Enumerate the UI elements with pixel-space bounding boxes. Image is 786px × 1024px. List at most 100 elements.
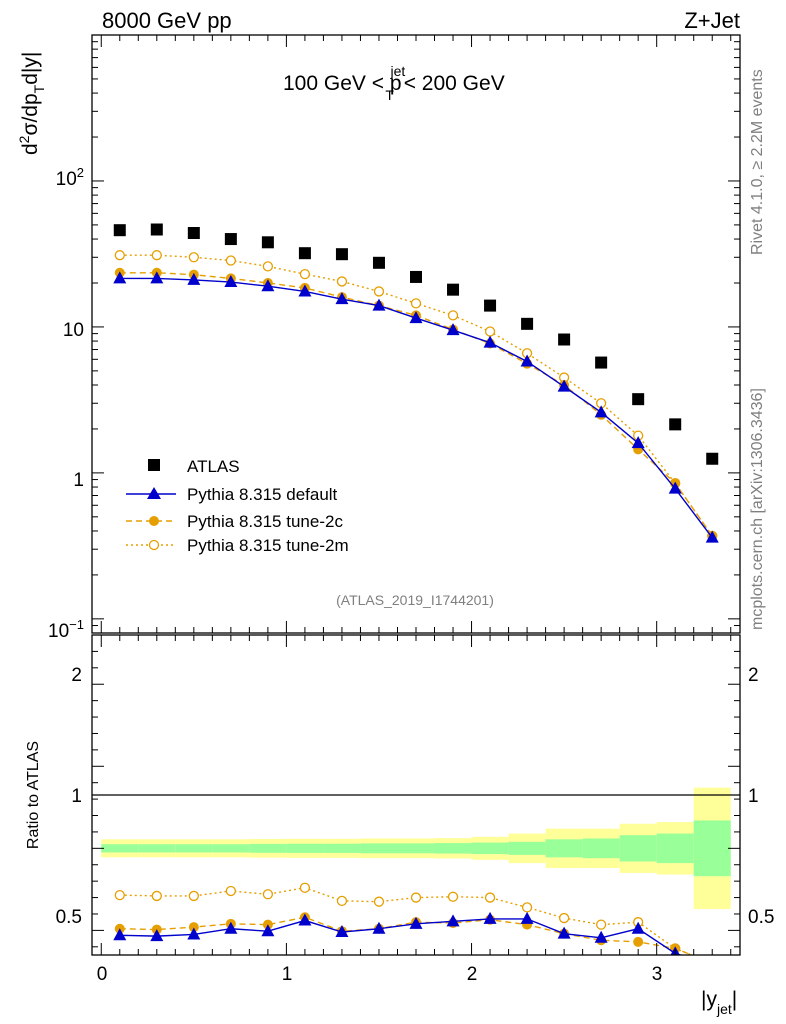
kinematic-cut-title: 100 GeV < pjet T < 200 GeV	[283, 63, 505, 103]
ratio-band-stat	[619, 835, 657, 862]
main-series-layer	[113, 223, 719, 543]
ratio-y-tick-label-0.5: 0.5	[56, 907, 82, 928]
main-point-tune2m	[262, 261, 274, 272]
ratio-point-tune2c	[633, 936, 644, 947]
legend-label-tune2c: Pythia 8.315 tune-2c	[187, 512, 343, 531]
ratio-point-default	[706, 958, 719, 970]
main-y-axis-label: d2σ/dpTd|y|	[16, 52, 47, 155]
main-point-atlas	[150, 223, 163, 236]
main-point-atlas	[335, 248, 348, 261]
y-tick-label-1e-1: 10−1	[48, 617, 84, 642]
ratio-point-default	[335, 925, 349, 938]
ratio-point-tune2m	[188, 890, 199, 902]
ratio-band-stat	[175, 844, 213, 853]
main-point-atlas	[410, 270, 422, 283]
ratio-point-tune2m	[373, 896, 385, 907]
main-point-tune2m	[447, 310, 459, 321]
main-point-default	[335, 292, 349, 305]
ratio-point-default	[261, 924, 275, 937]
ratio-band-stat	[656, 833, 694, 864]
ratio-band-stat	[693, 820, 731, 877]
ratio-point-default	[409, 916, 423, 929]
ratio-y-tick-label-1-right: 1	[748, 786, 759, 807]
main-point-default	[705, 530, 719, 543]
main-point-atlas	[447, 283, 460, 296]
main-point-default	[594, 405, 608, 418]
main-point-tune2m	[484, 326, 496, 337]
main-point-tune2m	[188, 252, 199, 263]
main-point-atlas	[484, 299, 497, 312]
ratio-point-tune2m	[484, 892, 496, 903]
ratio-series-layer	[113, 882, 719, 970]
ratio-y-tick-label-1: 1	[71, 786, 82, 807]
ratio-band-stat	[434, 843, 472, 854]
x-tick-label-3: 3	[652, 964, 663, 985]
main-point-tune2m	[225, 255, 237, 266]
x-axis-label: |yjet|	[701, 988, 737, 1017]
main-point-atlas	[224, 233, 237, 246]
main-point-atlas	[706, 452, 719, 465]
x-tick-label-1: 1	[282, 964, 293, 985]
ratio-point-default	[594, 930, 608, 943]
ratio-point-default	[520, 911, 534, 924]
legend-marker-tune2m	[148, 539, 160, 551]
ratio-point-tune2m	[114, 889, 125, 901]
legend-marker-atlas	[148, 459, 160, 471]
main-point-default	[372, 298, 386, 311]
main-y-tick-labels: 10−1 1 10 102	[48, 165, 84, 642]
legend-label-tune2m: Pythia 8.315 tune-2m	[187, 536, 349, 555]
ratio-y-tick-label-2-right: 2	[748, 665, 759, 686]
axis-ticks	[92, 34, 740, 955]
ratio-point-tune2m	[262, 889, 274, 900]
ratio-point-default	[483, 911, 497, 924]
legend-marker-default	[147, 487, 161, 499]
ratio-point-tune2m	[558, 912, 570, 924]
main-point-default	[224, 275, 238, 288]
main-point-atlas	[595, 356, 608, 369]
rivet-version-label: Rivet 4.1.0, ≥ 2.2M events	[749, 69, 766, 255]
ratio-point-tune2m	[151, 890, 162, 902]
ratio-point-default	[187, 927, 201, 940]
ratio-point-tune2m	[336, 895, 348, 906]
main-point-tune2m	[114, 250, 125, 261]
main-point-tune2m	[336, 276, 348, 287]
main-point-atlas	[298, 247, 311, 260]
ratio-band-stat	[397, 843, 435, 854]
main-point-atlas	[113, 224, 126, 237]
ratio-band-stat	[138, 844, 176, 853]
main-point-default	[668, 481, 682, 494]
ratio-point-default	[372, 921, 386, 934]
main-point-atlas	[558, 333, 571, 346]
ratio-y-tick-label-0.5-right: 0.5	[748, 907, 774, 928]
main-point-tune2m	[299, 268, 311, 280]
ratio-band-stat	[249, 843, 287, 853]
main-point-tune2m	[151, 250, 162, 261]
analysis-id-label: (ATLAS_2019_I1744201)	[336, 592, 494, 608]
ratio-point-default	[150, 929, 164, 942]
ratio-point-tune2m	[708, 959, 717, 968]
y-tick-label-10: 10	[63, 320, 84, 341]
legend-marker-tune2c	[149, 516, 159, 526]
ratio-point-tune2m	[521, 902, 533, 913]
main-point-atlas	[521, 317, 534, 330]
main-point-atlas	[372, 256, 385, 269]
main-point-atlas	[669, 418, 682, 431]
main-point-default	[520, 354, 534, 367]
main-point-default	[113, 271, 127, 284]
ratio-point-default	[298, 913, 312, 926]
ratio-point-default	[557, 926, 571, 939]
main-point-tune2m	[373, 286, 385, 297]
main-point-atlas	[632, 393, 645, 406]
legend-label-atlas: ATLAS	[187, 457, 240, 476]
ratio-point-default	[446, 914, 460, 927]
main-point-default	[187, 272, 201, 285]
ratio-y-tick-labels: 0.5 1 2 0.5 1 2	[56, 665, 775, 928]
ratio-band-stat	[360, 843, 398, 854]
y-tick-label-1: 1	[73, 470, 84, 491]
ratio-uncertainty-bands	[101, 787, 731, 910]
main-point-default	[631, 436, 645, 449]
main-point-default	[150, 271, 164, 284]
ratio-band-stat	[323, 843, 361, 853]
ratio-point-tune2c	[188, 922, 199, 933]
